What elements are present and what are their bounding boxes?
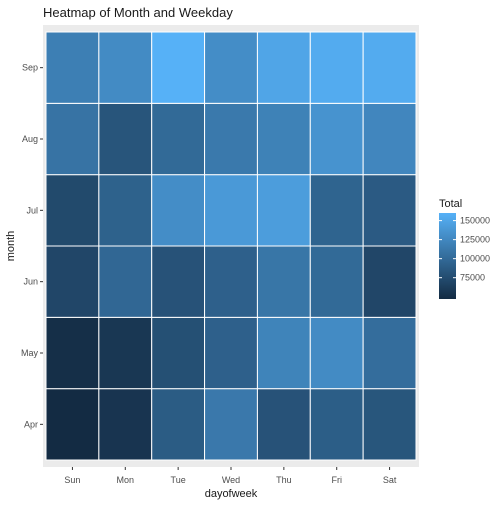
y-axis-ticks: Apr May Jun Jul Aug Sep xyxy=(21,63,43,429)
heatmap-cell-jun-sun xyxy=(45,245,100,318)
heatmap-cell-jun-thu xyxy=(256,245,311,318)
heatmap-cell-aug-fri xyxy=(309,102,364,176)
legend-tick-label: 150000 xyxy=(460,216,490,226)
legend-tick-label: 125000 xyxy=(460,235,490,245)
heatmap-cell-sep-fri xyxy=(309,31,364,104)
heatmap-cell-aug-wed xyxy=(204,102,258,176)
legend: Total 75000 100000 125000 150000 xyxy=(439,198,490,299)
y-tick-label: May xyxy=(21,348,39,358)
heatmap-cell-apr-sun xyxy=(45,388,100,461)
heatmap-cell-jun-sat xyxy=(362,245,417,318)
x-tick-label: Wed xyxy=(222,475,240,485)
x-tick-label: Fri xyxy=(331,475,342,485)
heatmap-cell-jun-mon xyxy=(98,245,153,318)
chart-title: Heatmap of Month and Weekday xyxy=(43,5,233,20)
y-tick-label: Apr xyxy=(24,419,38,429)
heatmap-cell-sep-mon xyxy=(98,31,153,104)
x-tick-label: Sun xyxy=(64,475,80,485)
heatmap-cell-may-tue xyxy=(151,316,206,390)
heatmap-cell-jun-tue xyxy=(151,245,206,318)
x-axis-ticks: Sun Mon Tue Wed Thu Fri Sat xyxy=(64,467,397,485)
y-tick-label: Sep xyxy=(22,63,38,73)
heatmap-cell-sep-tue xyxy=(151,31,206,104)
heatmap-cell-jul-sun xyxy=(45,174,100,247)
heatmap-cell-may-sun xyxy=(45,316,100,390)
heatmap-cell-sep-sun xyxy=(45,31,100,104)
legend-ticks: 75000 100000 125000 150000 xyxy=(439,216,490,283)
y-tick-label: Aug xyxy=(22,134,38,144)
x-tick-label: Tue xyxy=(171,475,186,485)
legend-tick-label: 75000 xyxy=(460,273,485,283)
x-tick-label: Sat xyxy=(383,475,397,485)
y-tick-label: Jun xyxy=(23,277,38,287)
heatmap-cell-aug-sat xyxy=(362,102,417,176)
heatmap-cell-jul-thu xyxy=(256,174,311,247)
x-tick-label: Mon xyxy=(117,475,135,485)
heatmap-cells xyxy=(45,31,417,461)
heatmap-cell-jul-wed xyxy=(204,174,258,247)
legend-tick-label: 100000 xyxy=(460,254,490,264)
heatmap-cell-aug-sun xyxy=(45,102,100,176)
heatmap-cell-apr-fri xyxy=(309,388,364,461)
heatmap-cell-apr-mon xyxy=(98,388,153,461)
heatmap-cell-may-thu xyxy=(256,316,311,390)
heatmap-cell-jul-tue xyxy=(151,174,206,247)
heatmap-cell-aug-thu xyxy=(256,102,311,176)
x-axis-label: dayofweek xyxy=(205,488,258,500)
legend-title: Total xyxy=(439,198,462,210)
y-tick-label: Jul xyxy=(26,205,38,215)
heatmap-cell-apr-sat xyxy=(362,388,417,461)
heatmap-cell-jun-wed xyxy=(204,245,258,318)
heatmap-cell-jul-fri xyxy=(309,174,364,247)
y-axis-label: month xyxy=(5,231,17,262)
heatmap-cell-may-mon xyxy=(98,316,153,390)
heatmap-cell-aug-tue xyxy=(151,102,206,176)
heatmap-cell-may-fri xyxy=(309,316,364,390)
heatmap-cell-jul-mon xyxy=(98,174,153,247)
heatmap-cell-apr-wed xyxy=(204,388,258,461)
legend-colorbar xyxy=(439,213,456,299)
heatmap-cell-jul-sat xyxy=(362,174,417,247)
x-tick-label: Thu xyxy=(276,475,292,485)
heatmap-cell-may-wed xyxy=(204,316,258,390)
heatmap-cell-apr-tue xyxy=(151,388,206,461)
heatmap-cell-may-sat xyxy=(362,316,417,390)
heatmap-cell-sep-sat xyxy=(362,31,417,104)
heatmap-cell-apr-thu xyxy=(256,388,311,461)
heatmap-cell-sep-wed xyxy=(204,31,258,104)
heatmap-cell-sep-thu xyxy=(256,31,311,104)
heatmap-cell-aug-mon xyxy=(98,102,153,176)
heatmap-cell-jun-fri xyxy=(309,245,364,318)
